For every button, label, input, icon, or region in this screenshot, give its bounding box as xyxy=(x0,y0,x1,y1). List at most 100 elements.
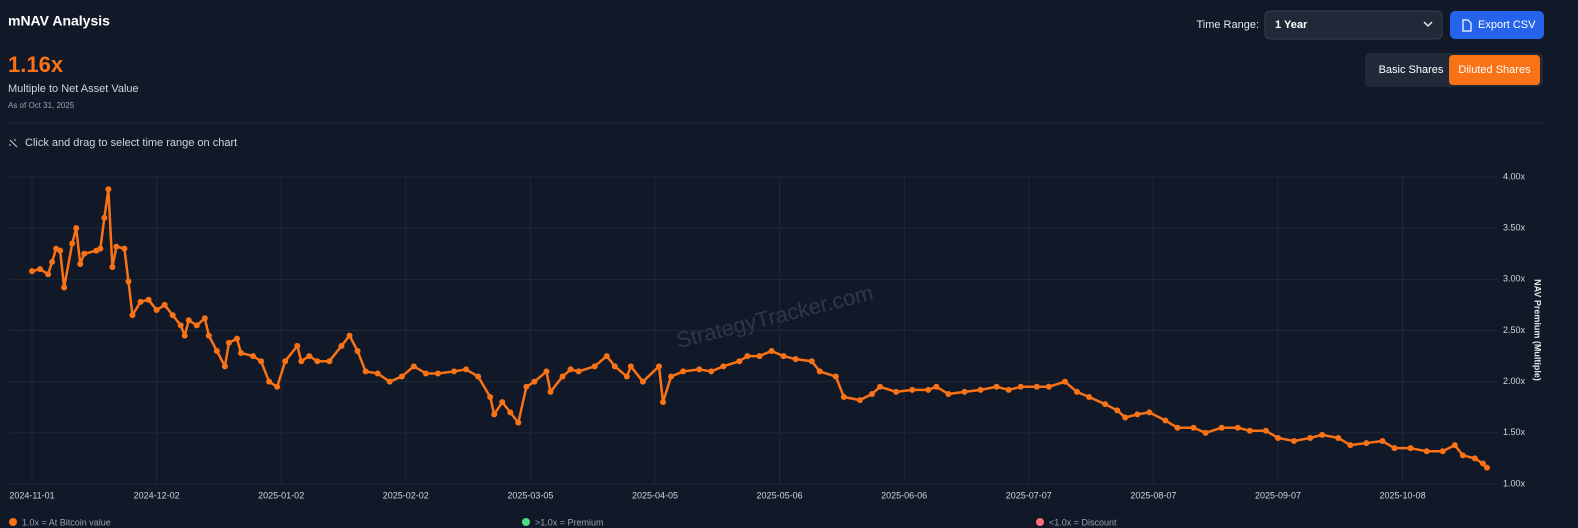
toggle-option[interactable]: Basic Shares xyxy=(1369,55,1453,85)
data-point xyxy=(1114,407,1121,414)
data-point xyxy=(1274,434,1281,441)
share-toggle: Basic Shares Diluted Shares xyxy=(1369,55,1540,85)
file-icon[interactable] xyxy=(1462,19,1472,32)
icon-stroke xyxy=(9,139,14,144)
data-point xyxy=(73,225,80,232)
data-point xyxy=(1218,424,1225,431)
data-point xyxy=(708,368,715,375)
data-point xyxy=(744,353,751,360)
data-point xyxy=(877,383,884,390)
data-point xyxy=(977,386,984,393)
data-point xyxy=(961,388,968,395)
data-point xyxy=(768,347,775,354)
toggle-option[interactable]: Diluted Shares xyxy=(1449,55,1540,85)
data-point xyxy=(933,383,940,390)
data-point xyxy=(1202,429,1209,436)
data-point xyxy=(193,322,200,329)
data-point xyxy=(1347,442,1354,449)
data-point xyxy=(523,383,530,390)
data-point xyxy=(1307,434,1314,441)
data-point xyxy=(1483,464,1490,471)
x-tick-label: 2025-06-06 xyxy=(881,490,927,500)
data-point xyxy=(451,368,458,375)
toggle-label[interactable]: Basic Shares xyxy=(1379,64,1444,76)
data-point xyxy=(909,386,916,393)
select-box[interactable] xyxy=(1264,10,1443,40)
data-point xyxy=(326,358,333,365)
data-point xyxy=(181,332,188,339)
data-point xyxy=(1319,431,1326,438)
data-point xyxy=(258,358,265,365)
data-point xyxy=(1134,411,1141,418)
data-point xyxy=(756,353,763,360)
data-point xyxy=(463,366,470,373)
data-point xyxy=(374,370,381,377)
data-point xyxy=(491,411,498,418)
data-point xyxy=(1479,460,1486,467)
data-point xyxy=(97,245,104,252)
data-point xyxy=(603,353,610,360)
x-tick-label: 2025-05-06 xyxy=(757,490,803,500)
hint: Click and drag to select time range on c… xyxy=(25,137,237,149)
button-label[interactable]: Export CSV xyxy=(1478,19,1536,31)
chevron[interactable] xyxy=(1423,21,1433,28)
data-point xyxy=(1190,424,1197,431)
data-point xyxy=(780,353,787,360)
data-point xyxy=(145,296,152,303)
legend-swatch xyxy=(1036,518,1044,526)
data-point xyxy=(639,378,646,385)
x-tick-label: 2025-10-08 xyxy=(1380,490,1426,500)
export-button[interactable]: Export CSV xyxy=(1450,11,1544,39)
data-point xyxy=(656,363,662,370)
button-bg[interactable] xyxy=(1450,11,1544,39)
legend-label: 1.0x = At Bitcoin value xyxy=(22,517,111,527)
data-point xyxy=(29,268,35,275)
data-point xyxy=(792,356,799,363)
data-point xyxy=(1423,448,1430,455)
data-point xyxy=(925,386,932,393)
data-point xyxy=(1379,438,1386,445)
data-point xyxy=(515,419,522,426)
data-point xyxy=(250,353,257,360)
data-point xyxy=(69,240,76,247)
data-point xyxy=(422,370,429,377)
data-point xyxy=(1246,427,1253,434)
x-tick-label: 2025-02-02 xyxy=(383,490,429,500)
hint-icon xyxy=(9,139,18,148)
data-point xyxy=(611,363,618,370)
data-point xyxy=(840,394,847,401)
data-point xyxy=(1017,383,1024,390)
legend-swatch xyxy=(9,518,17,526)
legend-label: <1.0x = Discount xyxy=(1049,517,1117,527)
data-point xyxy=(37,266,44,273)
data-point xyxy=(177,322,184,329)
data-point xyxy=(109,264,116,271)
data-point xyxy=(591,363,598,370)
mnav-value: 1.16x xyxy=(8,52,64,77)
y-tick-label: 1.00x xyxy=(1503,478,1526,488)
data-point xyxy=(1459,452,1466,459)
data-point xyxy=(410,363,417,370)
y-tick-label: 3.00x xyxy=(1503,274,1526,284)
x-tick-label: 2025-08-07 xyxy=(1130,490,1176,500)
data-point xyxy=(169,312,176,319)
data-point xyxy=(386,378,393,385)
select-value[interactable]: 1 Year xyxy=(1275,19,1308,31)
data-point xyxy=(945,390,952,397)
data-point xyxy=(125,278,132,285)
data-point xyxy=(1335,434,1342,441)
data-point xyxy=(660,399,667,406)
data-point xyxy=(225,339,232,346)
toggle-label[interactable]: Diluted Shares xyxy=(1458,64,1531,76)
plot: 1.00x 1.50x 2.00x 2.50x 3.00x 3.50x 4.00x 2024-… xyxy=(9,171,1526,527)
x-tick-label: 2025-01-02 xyxy=(258,490,304,500)
data-point xyxy=(113,243,120,250)
time-range-select[interactable]: 1 Year xyxy=(1264,10,1443,40)
y-tick-label: 2.00x xyxy=(1503,376,1526,386)
data-point xyxy=(161,301,168,308)
data-point xyxy=(354,347,361,354)
toggle-bg[interactable] xyxy=(1449,55,1540,85)
x-tick-label: 2025-03-05 xyxy=(507,490,553,500)
